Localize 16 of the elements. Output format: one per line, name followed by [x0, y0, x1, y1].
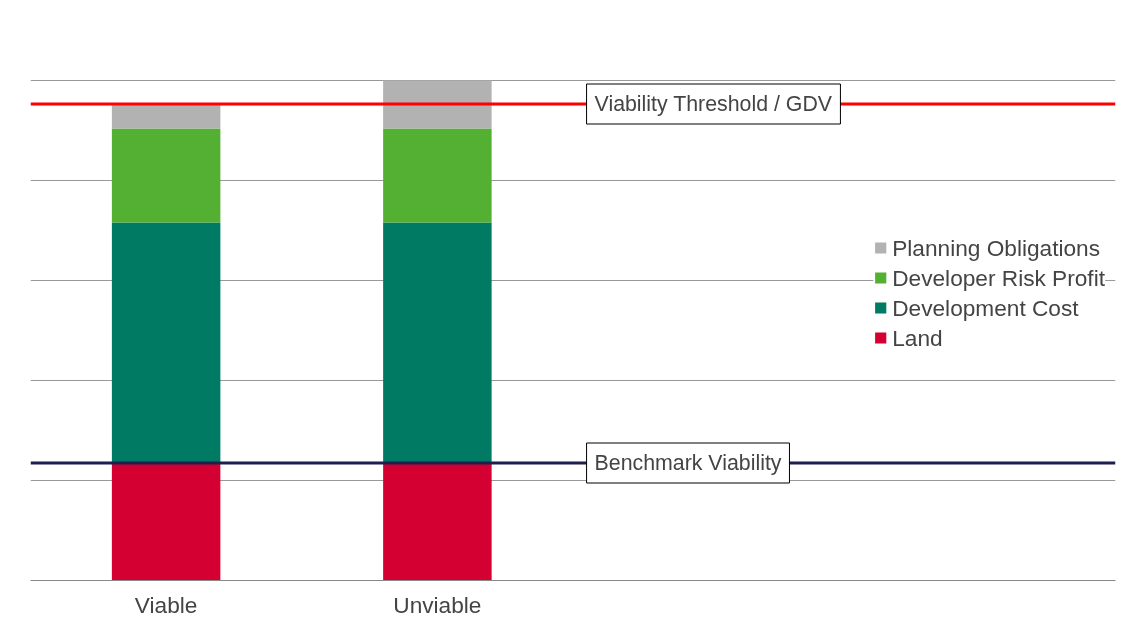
- bar: [383, 128, 492, 223]
- bar: [383, 222, 492, 463]
- bar: [111, 463, 221, 581]
- legend-label: Land: [892, 324, 943, 351]
- bar: [111, 128, 221, 223]
- legend-label: Planning Obligations: [892, 234, 1101, 261]
- ref-line-label: Benchmark Viability: [594, 451, 782, 475]
- bar: [111, 222, 221, 463]
- legend-label: Development Cost: [892, 294, 1079, 321]
- bar: [383, 463, 492, 581]
- x-tick-label: Viable: [134, 591, 198, 618]
- legend-label: Developer Risk Profit: [892, 264, 1105, 291]
- bar: [111, 104, 221, 129]
- x-tick-label: Unviable: [393, 591, 482, 618]
- ref-line-label: Viability Threshold / GDV: [594, 92, 833, 116]
- bar: [383, 80, 492, 129]
